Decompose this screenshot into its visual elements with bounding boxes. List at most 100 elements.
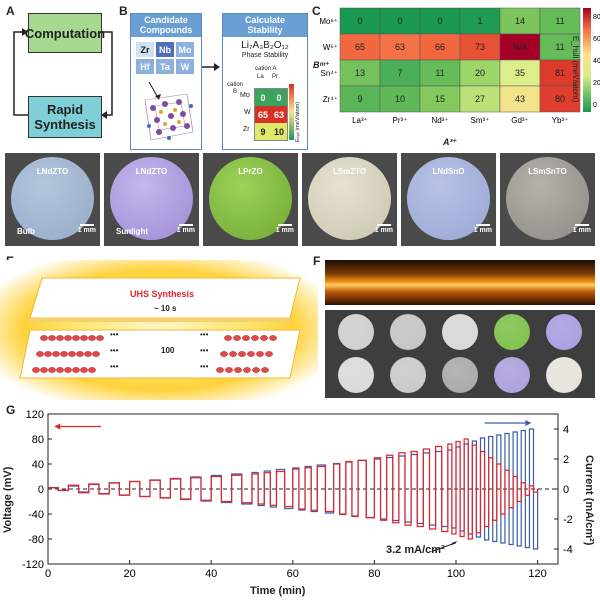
heatmap-cell-value: 0 <box>357 16 362 26</box>
x-tick-label: 0 <box>45 568 51 580</box>
sample-disk <box>506 157 589 240</box>
pellet <box>260 335 268 341</box>
pellet <box>269 335 277 341</box>
heatmap-chart: 0 0 0 1 14 11 65 63 66 73 N/A 11 13 7 11 20 35 81 9 10 15 27 4… <box>319 7 600 125</box>
heatmap-cell <box>539 59 581 87</box>
mini-cell: 63 <box>271 106 287 123</box>
panel-label-g: G <box>6 403 16 417</box>
heatmap-cell-value: 14 <box>515 16 525 26</box>
heatmap-cell <box>499 85 541 113</box>
sample-name: LNdZTO <box>135 167 168 176</box>
pellet-disk <box>390 357 426 393</box>
mini-row-w: W <box>244 109 251 116</box>
calculate-stability-box: Calculate Stability Li₇A₃B₂O₁₂ Phase Sta… <box>222 13 308 150</box>
mini-cell: 0 <box>255 89 271 106</box>
heatmap-cell <box>459 59 501 87</box>
heatmap-colorbar-tick: 60 <box>593 36 600 43</box>
x-tick-label: 40 <box>205 568 217 580</box>
pellet-disk <box>494 357 530 393</box>
pellet <box>44 351 52 357</box>
pellet <box>247 351 255 357</box>
heatmap-cell <box>419 59 461 87</box>
mini-cell: 65 <box>255 106 271 123</box>
heatmap-col-label: Yb³⁺ <box>552 116 569 125</box>
heatmap-row-label: Mo⁶⁺ <box>319 17 338 26</box>
crystal-structure-icon <box>144 81 194 141</box>
y-tick-label: -40 <box>28 509 44 521</box>
pellet-disk <box>442 314 478 350</box>
time-axis-title: Time (min) <box>250 585 306 597</box>
rapid-label-2: Synthesis <box>34 117 96 132</box>
scale-bar <box>80 224 94 226</box>
pellet-disk <box>390 314 426 350</box>
voltage-axis-arrowhead <box>54 423 61 430</box>
y2-tick-label: -2 <box>563 514 573 526</box>
pellet <box>88 367 96 373</box>
pellet <box>76 351 84 357</box>
element-nb: Nb <box>156 42 174 57</box>
heatmap-cell-value: 27 <box>475 94 485 104</box>
y-tick-label: 0 <box>38 484 44 496</box>
cation-b-letter: B <box>233 89 238 95</box>
pellet <box>32 367 40 373</box>
pellet-disk <box>546 314 582 350</box>
pellet <box>251 335 259 341</box>
sample-name: LPrZO <box>238 167 263 176</box>
mini-row-mo: Mo <box>240 92 250 99</box>
uhs-time: ~ 10 s <box>154 304 177 313</box>
mini-cell: 10 <box>271 123 287 140</box>
heatmap-cell-value: 0 <box>397 16 402 26</box>
pellet <box>265 351 273 357</box>
heatmap-colorbar-tick: 80 <box>593 14 600 21</box>
heatmap-cell-value: 35 <box>515 68 525 78</box>
annotation-arrow <box>431 542 457 552</box>
heatmap-cell-value: 63 <box>395 42 405 52</box>
formula: Li₇A₃B₂O₁₂ <box>241 40 289 51</box>
scale-bar <box>575 224 589 226</box>
cation-a-label: cation A <box>255 66 277 72</box>
pellet <box>60 351 68 357</box>
sample-disk <box>11 157 94 240</box>
calc-label-2: Stability <box>247 25 283 35</box>
computation-box: Computation <box>25 13 105 53</box>
heatmap-col-label: Sm³⁺ <box>471 116 490 125</box>
panel-label-f: F <box>313 254 321 268</box>
element-w: W <box>176 59 194 74</box>
pellet-disk <box>494 314 530 350</box>
heatmap-col-label: La³⁺ <box>352 116 368 125</box>
pellet <box>252 367 260 373</box>
heatmap-x-axis-title: A³⁺ <box>443 137 458 147</box>
sample-photo: LSmZTO 1 mm <box>302 153 397 246</box>
pellet <box>64 367 72 373</box>
x-tick-label: 100 <box>447 568 465 580</box>
pellet <box>242 335 250 341</box>
pellet <box>56 335 64 341</box>
y-tick-label: 80 <box>32 434 44 446</box>
y2-tick-label: 0 <box>563 484 569 496</box>
current-axis-arrowhead <box>525 420 532 426</box>
pellet <box>238 351 246 357</box>
candidate-label-1: Candidate <box>144 15 188 25</box>
pellet <box>64 335 72 341</box>
sample-disk <box>209 157 292 240</box>
heatmap-cell-value: 0 <box>437 16 442 26</box>
phase-stability-label: Phase Stability <box>241 52 289 59</box>
heatmap-row-label: Sn⁴⁺ <box>321 69 338 78</box>
sample-light-condition: Bulb <box>17 227 35 236</box>
pellet <box>261 367 269 373</box>
x-tick-label: 120 <box>528 568 546 580</box>
uhs-dots-1: ••• <box>110 330 119 339</box>
sample-photo: LPrZO 1 mm <box>203 153 298 246</box>
scale-label: 1 mm <box>77 227 96 234</box>
pellet <box>225 367 233 373</box>
sample-photo: LNdZTO Sunlight 1 mm <box>104 153 199 246</box>
heatmap-cell <box>419 85 461 113</box>
mini-ehull-label: Eₕᵤₗₗ (meV/atom) <box>295 101 301 142</box>
scale-bar <box>179 224 193 226</box>
candidate-header: Candidate Compounds <box>131 14 201 37</box>
mini-heatmap: 0 0 65 63 9 10 <box>254 88 288 141</box>
uhs-count: 100 <box>161 346 175 355</box>
pellet <box>40 335 48 341</box>
cation-b-label: cation <box>227 82 244 88</box>
pellet <box>72 335 80 341</box>
